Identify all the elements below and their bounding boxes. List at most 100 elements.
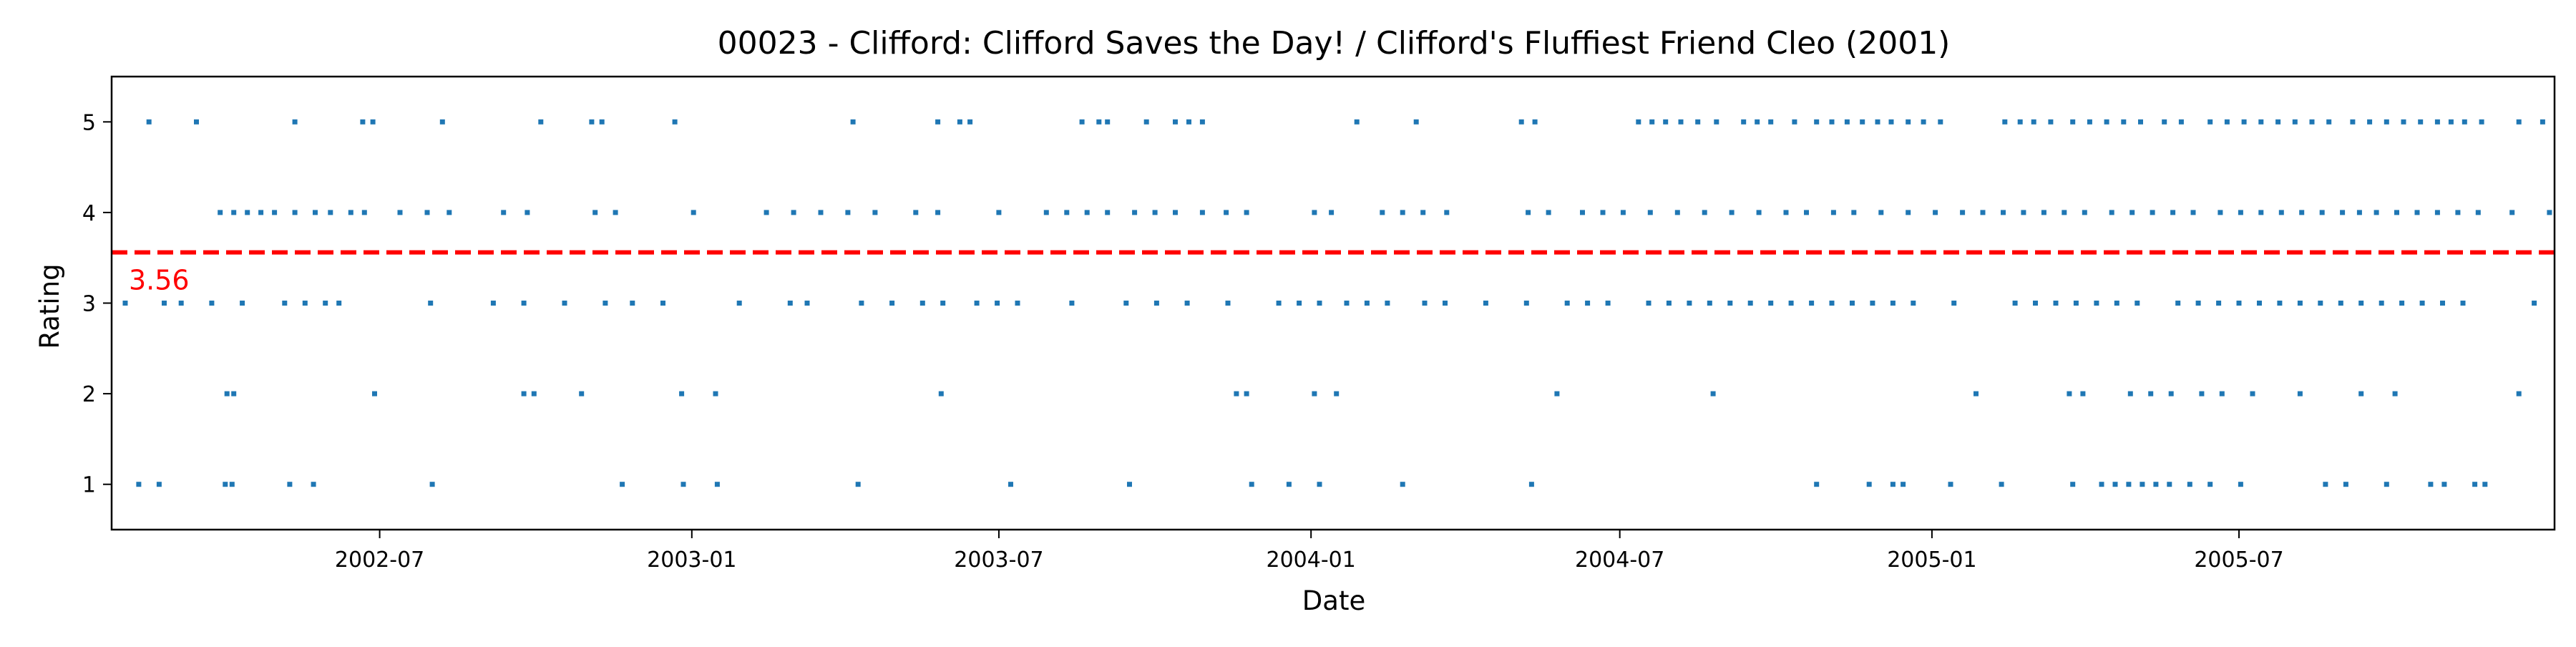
data-point xyxy=(439,119,445,125)
data-point xyxy=(2199,391,2205,397)
data-point xyxy=(2358,391,2364,397)
x-tick-label: 2003-07 xyxy=(954,548,1043,573)
data-point xyxy=(2126,482,2132,487)
data-point xyxy=(562,301,567,306)
x-axis-label: Date xyxy=(1302,585,1365,616)
data-point xyxy=(2041,210,2046,215)
data-point xyxy=(679,391,685,397)
data-point xyxy=(1829,119,1835,125)
data-point xyxy=(1008,482,1013,487)
data-point xyxy=(1714,119,1719,125)
data-point xyxy=(2414,210,2420,215)
data-point xyxy=(1064,210,1070,215)
data-point xyxy=(2373,210,2379,215)
data-point xyxy=(2082,210,2087,215)
data-point xyxy=(2129,210,2135,215)
data-point xyxy=(490,301,496,306)
data-point xyxy=(1443,301,1448,306)
data-point xyxy=(1809,301,1815,306)
data-point xyxy=(995,301,1000,306)
data-point xyxy=(1400,482,1405,487)
data-point xyxy=(2384,482,2389,487)
data-point xyxy=(1605,301,1611,306)
data-point xyxy=(1788,301,1794,306)
data-point xyxy=(1829,301,1835,306)
data-point xyxy=(1851,210,1857,215)
data-point xyxy=(2401,119,2406,125)
data-point xyxy=(361,210,367,215)
data-point xyxy=(2187,482,2192,487)
data-point xyxy=(1244,210,1249,215)
data-point xyxy=(919,301,925,306)
data-point xyxy=(1866,482,1872,487)
data-point xyxy=(691,210,696,215)
data-point xyxy=(2017,119,2023,125)
data-point xyxy=(2033,301,2038,306)
data-point xyxy=(1960,210,1966,215)
data-point xyxy=(1768,119,1774,125)
data-point xyxy=(209,301,215,306)
data-point xyxy=(1317,482,1322,487)
data-point xyxy=(1244,391,1249,397)
data-point xyxy=(1483,301,1488,306)
data-point xyxy=(592,210,598,215)
data-point xyxy=(1580,210,1585,215)
data-point xyxy=(1729,210,1735,215)
x-tick-label: 2004-01 xyxy=(1266,548,1355,573)
data-point xyxy=(258,210,264,215)
data-point xyxy=(2547,210,2552,215)
data-point xyxy=(1186,119,1191,125)
data-point xyxy=(1906,210,1911,215)
data-point xyxy=(2012,301,2018,306)
data-point xyxy=(146,119,152,125)
data-point xyxy=(680,482,686,487)
data-point xyxy=(292,119,298,125)
data-point xyxy=(2460,301,2466,306)
data-point xyxy=(1528,482,1534,487)
data-point xyxy=(1636,119,1641,125)
data-point xyxy=(602,301,608,306)
data-point xyxy=(2238,210,2243,215)
data-point xyxy=(360,119,366,125)
data-point xyxy=(1079,119,1085,125)
data-point xyxy=(599,119,605,125)
data-point xyxy=(2509,210,2515,215)
data-point xyxy=(1276,301,1282,306)
data-point xyxy=(938,391,944,397)
data-point xyxy=(2462,119,2467,125)
data-point xyxy=(2257,301,2262,306)
data-point xyxy=(2190,210,2196,215)
data-point xyxy=(1850,301,1855,306)
data-point xyxy=(845,210,851,215)
data-point xyxy=(224,391,230,397)
data-point xyxy=(2218,210,2223,215)
data-point xyxy=(2112,482,2118,487)
data-point xyxy=(1344,301,1350,306)
data-point xyxy=(2275,119,2281,125)
data-point xyxy=(525,210,530,215)
data-point xyxy=(2540,119,2545,125)
data-point xyxy=(2170,210,2176,215)
data-point xyxy=(218,210,223,215)
data-point xyxy=(1526,210,1531,215)
data-point xyxy=(2292,119,2298,125)
data-point xyxy=(2340,210,2346,215)
data-point xyxy=(1043,210,1049,215)
data-point xyxy=(2338,301,2343,306)
data-point xyxy=(1317,301,1322,306)
data-point xyxy=(1127,482,1132,487)
data-point xyxy=(996,210,1002,215)
y-tick-label: 1 xyxy=(82,473,96,498)
data-point xyxy=(1878,210,1884,215)
data-point xyxy=(1546,210,1551,215)
data-point xyxy=(1768,301,1774,306)
data-point xyxy=(1173,119,1178,125)
data-point xyxy=(2238,482,2243,487)
data-point xyxy=(2440,301,2445,306)
x-tick-label: 2005-07 xyxy=(2194,548,2283,573)
data-point xyxy=(1312,210,1317,215)
data-point xyxy=(736,301,742,306)
data-point xyxy=(1663,119,1669,125)
data-point xyxy=(428,301,434,306)
